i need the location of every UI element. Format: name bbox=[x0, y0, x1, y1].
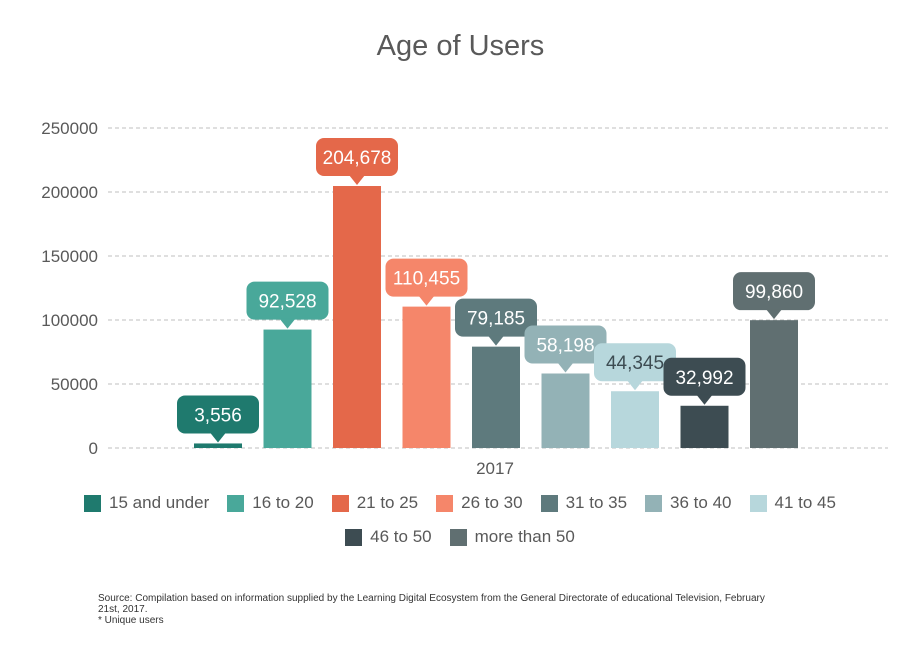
legend-item: 15 and under bbox=[84, 493, 209, 513]
data-label: 58,198 bbox=[524, 325, 607, 373]
source-note: Source: Compilation based on information… bbox=[98, 593, 778, 626]
legend-item: 16 to 20 bbox=[227, 493, 314, 513]
y-tick-label: 200000 bbox=[41, 183, 98, 202]
legend-label: 15 and under bbox=[109, 493, 210, 512]
data-label-pointer bbox=[279, 318, 296, 329]
data-label-pointer bbox=[349, 175, 365, 186]
data-label: 92,528 bbox=[246, 281, 329, 329]
data-label-bubble bbox=[246, 281, 329, 320]
legend-label: 46 to 50 bbox=[370, 527, 432, 546]
data-label: 204,678 bbox=[316, 138, 398, 186]
data-label-pointer bbox=[418, 295, 435, 306]
data-label: 3,556 bbox=[177, 395, 259, 443]
legend-item: 36 to 40 bbox=[645, 493, 732, 513]
data-label: 110,455 bbox=[385, 258, 468, 306]
source-text: Source: Compilation based on information… bbox=[98, 593, 765, 615]
data-label-text: 3,556 bbox=[194, 405, 242, 426]
legend-swatch bbox=[84, 494, 102, 512]
data-label-bubble bbox=[594, 343, 676, 382]
y-tick-label: 50000 bbox=[51, 375, 98, 394]
legend-swatch bbox=[331, 494, 349, 512]
legend-item: 31 to 35 bbox=[540, 493, 628, 513]
bar bbox=[750, 320, 798, 448]
data-label-pointer bbox=[696, 394, 713, 405]
data-label-pointer bbox=[766, 309, 782, 320]
legend-label: 31 to 35 bbox=[565, 493, 628, 512]
legend-label: more than 50 bbox=[474, 527, 575, 546]
legend-swatch bbox=[227, 494, 245, 512]
legend-swatch bbox=[540, 494, 558, 512]
data-label-bubble bbox=[455, 298, 537, 337]
data-label-bubble bbox=[316, 138, 398, 177]
y-axis-ticks: 0 50000 100000 150000 200000 250000 bbox=[41, 119, 98, 458]
y-tick-label: 250000 bbox=[41, 119, 98, 138]
legend-label: 21 to 25 bbox=[356, 493, 419, 512]
data-label-bubble bbox=[663, 357, 746, 396]
data-label-text: 58,198 bbox=[536, 336, 594, 357]
data-label-pointer bbox=[557, 362, 574, 373]
bar bbox=[472, 346, 520, 448]
data-label: 44,345 bbox=[594, 343, 676, 391]
bar bbox=[611, 391, 659, 448]
data-label-text: 99,860 bbox=[745, 282, 803, 303]
data-label-text: 92,528 bbox=[258, 292, 316, 313]
bar bbox=[680, 405, 729, 448]
data-labels: 3,556 92,528 204,678 110,455 79,185 58,198 44,… bbox=[177, 138, 815, 443]
legend-swatch bbox=[436, 494, 454, 512]
bar bbox=[402, 306, 451, 448]
data-label-bubble bbox=[385, 258, 468, 297]
legend-swatch bbox=[449, 528, 467, 546]
legend-label: 41 to 45 bbox=[774, 493, 836, 512]
data-label-pointer bbox=[488, 335, 504, 346]
legend-item: 26 to 30 bbox=[436, 493, 523, 513]
data-label-text: 44,345 bbox=[606, 353, 664, 374]
data-label-pointer bbox=[210, 432, 226, 443]
data-label-bubble bbox=[177, 395, 259, 434]
y-tick-label: 150000 bbox=[41, 247, 98, 266]
bar bbox=[263, 329, 312, 448]
chart-title: Age of Users bbox=[376, 30, 545, 62]
legend-label: 36 to 40 bbox=[670, 493, 732, 512]
legend: 15 and under 16 to 20 21 to 25 26 to 30 31 t… bbox=[70, 493, 850, 547]
legend-label: 16 to 20 bbox=[252, 493, 314, 512]
data-label-text: 79,185 bbox=[467, 309, 525, 330]
bars bbox=[194, 186, 798, 449]
data-label-bubble bbox=[524, 325, 607, 364]
data-label-pointer bbox=[627, 380, 643, 391]
legend-item: 41 to 45 bbox=[749, 493, 836, 513]
unique-users-note: * Unique users bbox=[98, 615, 164, 626]
legend-item: 46 to 50 bbox=[345, 527, 432, 547]
data-label: 32,992 bbox=[663, 357, 746, 405]
legend-label: 26 to 30 bbox=[461, 493, 523, 512]
data-label: 79,185 bbox=[455, 298, 537, 346]
data-label-bubble bbox=[733, 272, 815, 311]
data-label-text: 110,455 bbox=[393, 269, 460, 290]
legend-item: more than 50 bbox=[449, 527, 575, 547]
legend-swatch bbox=[645, 494, 663, 512]
data-label: 99,860 bbox=[733, 272, 815, 320]
legend-swatch bbox=[749, 494, 767, 512]
data-label-text: 32,992 bbox=[675, 368, 733, 389]
bar bbox=[194, 443, 242, 448]
legend-swatch bbox=[345, 528, 363, 546]
y-tick-label: 100000 bbox=[41, 311, 98, 330]
bar bbox=[541, 373, 590, 448]
x-category-label: 2017 bbox=[476, 459, 514, 478]
legend-item: 21 to 25 bbox=[331, 493, 419, 513]
y-tick-label: 0 bbox=[89, 439, 98, 458]
bar bbox=[333, 186, 381, 449]
data-label-text: 204,678 bbox=[323, 148, 392, 169]
